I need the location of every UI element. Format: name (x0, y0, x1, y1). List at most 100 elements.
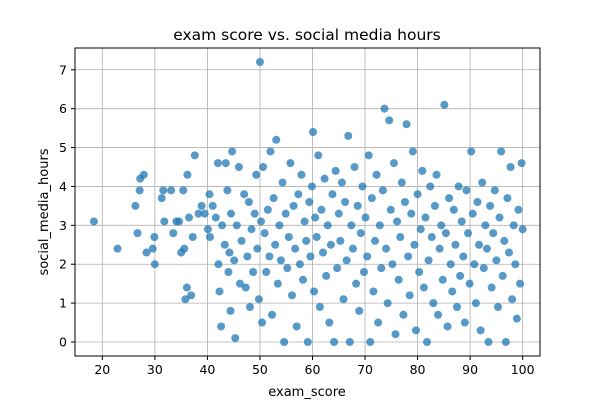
x-tick-label: 20 (94, 362, 110, 377)
data-point (312, 233, 321, 241)
data-point (512, 314, 521, 323)
data-point (501, 338, 510, 346)
data-point (337, 178, 346, 187)
data-point (497, 147, 506, 156)
data-point (511, 260, 520, 269)
data-point (479, 264, 488, 273)
data-point (358, 182, 367, 191)
data-point (291, 244, 300, 253)
data-point (437, 221, 446, 230)
data-point (438, 275, 447, 284)
data-point (160, 217, 169, 226)
data-point (231, 334, 240, 343)
data-point (259, 163, 268, 171)
data-point (514, 205, 523, 214)
data-point (310, 287, 319, 296)
data-point (476, 326, 485, 335)
data-point (300, 217, 309, 226)
data-point (445, 194, 454, 203)
data-point (263, 205, 272, 214)
data-points (89, 58, 527, 346)
data-point (183, 170, 192, 179)
data-point (505, 248, 513, 257)
data-point (89, 217, 98, 226)
data-point (416, 225, 425, 234)
data-point (400, 198, 409, 206)
data-point (280, 338, 289, 346)
data-point (396, 233, 405, 241)
data-point (148, 244, 157, 253)
data-point (213, 159, 222, 168)
x-tick-label: 40 (199, 362, 215, 377)
data-point (241, 283, 250, 292)
data-point (333, 264, 342, 273)
data-point (432, 170, 441, 179)
data-point (302, 236, 311, 245)
data-point (440, 100, 449, 109)
y-tick-label: 4 (59, 179, 67, 194)
data-point (179, 186, 188, 195)
data-point (234, 163, 243, 171)
data-point (462, 186, 471, 195)
data-point (303, 338, 312, 346)
data-point (131, 201, 140, 210)
data-point (187, 291, 196, 300)
data-point (363, 252, 372, 261)
data-point (269, 194, 278, 203)
x-tick-label: 30 (147, 362, 163, 377)
data-point (344, 131, 353, 140)
data-point (237, 236, 246, 245)
x-tick-label: 80 (410, 362, 426, 377)
data-point (361, 213, 370, 222)
data-point (297, 170, 306, 179)
data-point (359, 268, 368, 276)
data-point (268, 310, 277, 319)
data-point (498, 271, 507, 280)
data-point (508, 295, 517, 304)
data-point (334, 209, 343, 218)
data-point (452, 303, 461, 311)
data-point (258, 318, 267, 327)
data-point (372, 170, 381, 179)
data-point (487, 283, 496, 292)
data-point (378, 186, 387, 195)
data-point (341, 198, 350, 206)
data-point (221, 159, 230, 168)
data-point (309, 128, 318, 136)
data-point (253, 244, 262, 253)
data-point (423, 338, 432, 346)
data-point (454, 182, 463, 191)
data-point (429, 299, 438, 308)
data-point (464, 229, 473, 238)
data-point (142, 248, 151, 257)
data-point (516, 279, 525, 288)
data-point (407, 209, 416, 218)
data-point (380, 104, 389, 113)
data-point (460, 318, 469, 327)
data-point (305, 198, 314, 206)
data-point (307, 182, 316, 191)
data-point (317, 205, 326, 214)
data-point (278, 178, 287, 187)
x-tick-label: 100 (511, 362, 535, 377)
data-point (328, 190, 337, 199)
data-point (475, 240, 484, 249)
y-tick-label: 2 (59, 257, 67, 272)
data-point (371, 236, 380, 245)
data-point (413, 190, 422, 199)
data-point (188, 233, 197, 241)
data-point (482, 244, 491, 253)
data-point (457, 217, 466, 226)
data-point (468, 209, 477, 218)
data-point (421, 213, 430, 222)
data-point (369, 287, 378, 296)
data-point (113, 244, 122, 253)
data-point (190, 151, 199, 160)
x-tick-label: 90 (462, 362, 478, 377)
data-point (262, 268, 271, 276)
data-point (481, 221, 490, 230)
data-point (426, 182, 435, 191)
data-point (185, 213, 194, 222)
data-point (232, 221, 241, 230)
plot-frame (74, 47, 541, 357)
